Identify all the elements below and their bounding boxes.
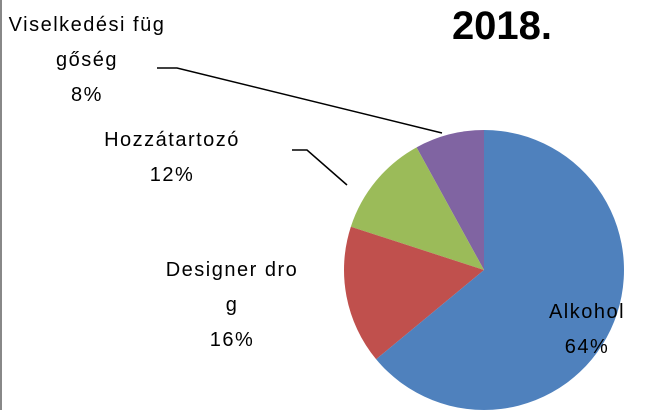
slice-label: Hozzátartozó 12% xyxy=(102,123,242,193)
slice-label: Alkohol 64% xyxy=(527,295,647,365)
pie-slice xyxy=(376,130,624,410)
slice-label: Designer drog 16% xyxy=(162,253,302,358)
value-label: 12% xyxy=(149,164,195,186)
slice-label: Viselkedési függőség 8% xyxy=(7,8,167,113)
category-label: Alkohol xyxy=(548,301,626,323)
leader-line xyxy=(157,67,443,134)
pie-slice xyxy=(416,130,484,270)
value-label: 8% xyxy=(71,84,103,106)
pie-slice xyxy=(350,147,484,270)
value-label: 16% xyxy=(209,329,255,351)
value-label: 64% xyxy=(564,336,610,358)
leader-line xyxy=(292,149,348,186)
category-label: Viselkedési függőség xyxy=(8,14,166,71)
category-label: Designer drog xyxy=(165,259,299,316)
pie-slice xyxy=(344,226,484,360)
category-label: Hozzátartozó xyxy=(104,129,240,151)
chart-title: 2018. xyxy=(451,4,553,48)
